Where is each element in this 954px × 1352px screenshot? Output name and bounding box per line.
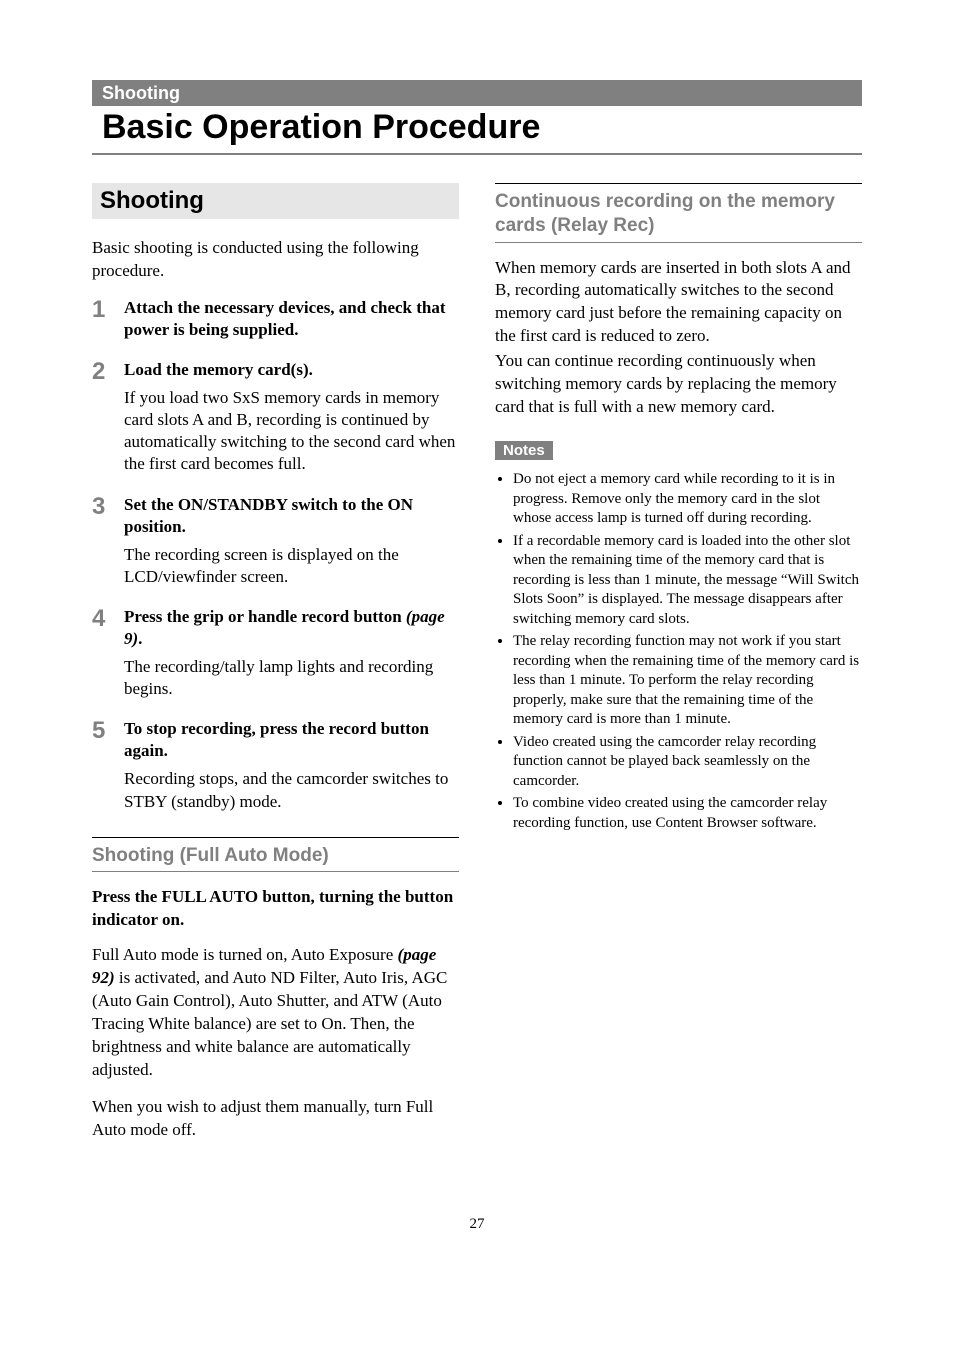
full-auto-paragraph: Full Auto mode is turned on, Auto Exposu… [92,944,459,1082]
step-body: Load the memory card(s). If you load two… [124,359,459,481]
step-heading: To stop recording, press the record butt… [124,718,459,762]
step-number: 1 [92,297,124,322]
step-heading: Load the memory card(s). [124,359,459,381]
step-heading: Set the ON/STANDBY switch to the ON posi… [124,494,459,538]
intro-paragraph: Basic shooting is conducted using the fo… [92,237,459,283]
step-body: To stop recording, press the record butt… [124,718,459,818]
step-1: 1 Attach the necessary devices, and chec… [92,297,459,347]
page-root: Shooting Basic Operation Procedure Shoot… [0,0,954,1273]
step-2: 2 Load the memory card(s). If you load t… [92,359,459,481]
two-column-layout: Shooting Basic shooting is conducted usi… [92,183,862,1156]
step-body: Attach the necessary devices, and check … [124,297,459,347]
step-heading: Attach the necessary devices, and check … [124,297,459,341]
note-item: Video created using the camcorder relay … [513,733,862,792]
step-body: Press the grip or handle record button (… [124,606,459,706]
step-body: Set the ON/STANDBY switch to the ON posi… [124,494,459,594]
section-heading-shooting: Shooting [92,183,459,219]
step-4: 4 Press the grip or handle record button… [92,606,459,706]
subhead-full-auto: Shooting (Full Auto Mode) [92,837,459,873]
step-5: 5 To stop recording, press the record bu… [92,718,459,818]
notes-label: Notes [495,441,553,460]
step-number: 5 [92,718,124,743]
step-heading-pre: Press the grip or handle record button [124,607,406,626]
page-number: 27 [92,1216,862,1233]
full-auto-paragraph-2: When you wish to adjust them manually, t… [92,1096,459,1142]
step-heading: Press the grip or handle record button (… [124,606,459,650]
para-pre: Full Auto mode is turned on, Auto Exposu… [92,945,398,964]
chapter-label: Shooting [92,80,862,106]
step-heading-post: . [138,629,142,648]
note-item: Do not eject a memory card while recordi… [513,470,862,529]
subhead-relay-rec: Continuous recording on the memory cards… [495,183,862,243]
right-column: Continuous recording on the memory cards… [495,183,862,1156]
left-column: Shooting Basic shooting is conducted usi… [92,183,459,1156]
note-item: If a recordable memory card is loaded in… [513,532,862,630]
step-number: 2 [92,359,124,384]
relay-paragraph-1: When memory cards are inserted in both s… [495,257,862,349]
step-detail: The recording/tally lamp lights and reco… [124,656,459,700]
step-detail: Recording stops, and the camcorder switc… [124,768,459,812]
step-detail: If you load two SxS memory cards in memo… [124,387,459,475]
note-item: The relay recording function may not wor… [513,632,862,730]
note-item: To combine video created using the camco… [513,794,862,833]
para-mid: is activated, and Auto ND Filter, Auto I… [92,968,447,1079]
full-auto-instruction: Press the FULL AUTO button, turning the … [92,886,459,932]
step-detail: The recording screen is displayed on the… [124,544,459,588]
notes-list: Do not eject a memory card while recordi… [495,470,862,833]
step-number: 4 [92,606,124,631]
step-number: 3 [92,494,124,519]
page-title: Basic Operation Procedure [92,106,862,155]
step-3: 3 Set the ON/STANDBY switch to the ON po… [92,494,459,594]
relay-paragraph-2: You can continue recording continuously … [495,350,862,419]
